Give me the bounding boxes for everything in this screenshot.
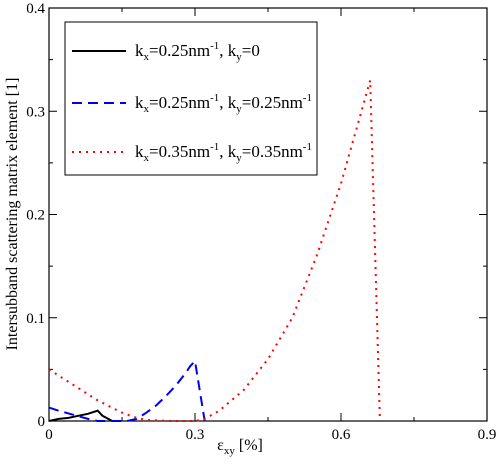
legend-label-part: =0.25nm	[149, 41, 210, 60]
legend-label-part: k	[135, 142, 144, 161]
legend-label-part: x	[144, 152, 150, 164]
y-tick-label: 0.2	[26, 208, 45, 224]
legend-label-part: =0.35nm	[149, 142, 210, 161]
legend-label-part: -1	[303, 92, 312, 104]
legend-label-2: kx=0.25nm-1, ky=0.25nm-1	[135, 92, 312, 115]
x-tick-label: 0.3	[186, 427, 205, 443]
y-tick-label: 0	[38, 414, 46, 430]
series-line-1	[48, 409, 113, 422]
legend-label-part: =0.25nm	[242, 93, 303, 112]
legend-label-part: , k	[219, 41, 237, 60]
legend-box	[64, 21, 318, 176]
y-axis-label: Intersubband scattering matrix element […	[4, 78, 21, 351]
legend-label-part: y	[236, 51, 242, 63]
y-tick-label: 0.1	[26, 311, 45, 327]
legend-label-part: k	[135, 41, 144, 60]
x-tick-label: 0.9	[478, 427, 497, 443]
x-axis-label-subscript: xy	[224, 445, 236, 457]
legend: kx=0.25nm-1, ky=0kx=0.25nm-1, ky=0.25nm-…	[64, 21, 318, 176]
legend-label-part: , k	[219, 142, 237, 161]
x-tick-label: 0.6	[332, 427, 351, 443]
x-axis-label-symbol: ε	[217, 437, 224, 454]
legend-label-part: x	[144, 51, 150, 63]
y-tick-label: 0.4	[26, 1, 45, 17]
x-tick-label: 0	[45, 427, 53, 443]
legend-label-3: kx=0.35nm-1, ky=0.35nm-1	[135, 141, 312, 164]
legend-label-part: -1	[303, 141, 312, 153]
legend-label-part: y	[236, 103, 242, 115]
series-layer	[48, 80, 381, 422]
series-line-3	[48, 80, 381, 422]
legend-label-part: -1	[210, 40, 219, 52]
legend-label-part: -1	[210, 141, 219, 153]
legend-label-part: -1	[210, 92, 219, 104]
x-axis-label: εxy [%]	[217, 437, 263, 457]
legend-label-part: , k	[219, 93, 237, 112]
legend-label-part: x	[144, 103, 150, 115]
y-tick-label: 0.3	[26, 104, 45, 120]
legend-label-part: y	[236, 152, 242, 164]
legend-label-part: k	[135, 93, 144, 112]
legend-label-part: =0.25nm	[149, 93, 210, 112]
legend-label-part: =0.35nm	[242, 142, 303, 161]
series-line-2	[48, 358, 206, 422]
legend-label-1: kx=0.25nm-1, ky=0	[135, 40, 260, 63]
legend-label-part: =0	[242, 41, 260, 60]
axis-ticks: 0 0.3 0.6 0.9 0 0.1 0.2 0.3 0.4	[26, 1, 496, 443]
x-axis-label-unit: [%]	[239, 437, 263, 454]
